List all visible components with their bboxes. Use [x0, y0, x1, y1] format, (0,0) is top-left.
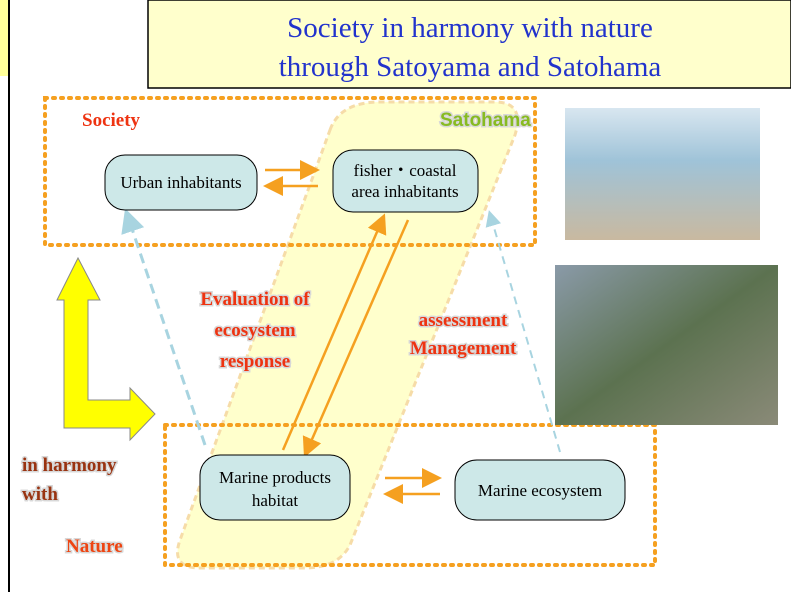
node — [333, 150, 478, 212]
title-line: through Satoyama and Satohama — [279, 51, 662, 83]
aerial-photo — [555, 265, 778, 425]
annotation: ecosystem — [214, 320, 295, 341]
group-label: Society — [82, 110, 141, 131]
annotation: Nature — [66, 536, 123, 557]
annotation: Evaluation of — [200, 289, 310, 310]
node-label: area inhabitants — [351, 182, 458, 201]
annotation: Management — [410, 338, 517, 359]
coast-photo — [565, 108, 760, 240]
node — [200, 455, 350, 520]
node-label: fisher・coastal — [354, 161, 457, 180]
group-label: Satohama — [440, 110, 531, 131]
slide: Society in harmony with nature through S… — [0, 0, 791, 592]
harmony-arrow — [57, 258, 155, 440]
left-strip — [0, 0, 8, 76]
annotation: with — [22, 484, 58, 505]
feedback-arrow — [490, 214, 560, 452]
node-label: Urban inhabitants — [120, 173, 241, 192]
annotation: assessment — [419, 310, 508, 331]
annotation: in harmony — [22, 455, 117, 476]
annotation: response — [220, 351, 290, 372]
node-label: Marine ecosystem — [478, 481, 602, 500]
node-label: Marine products — [219, 468, 331, 487]
title-line: Society in harmony with nature — [287, 12, 653, 44]
node-label: habitat — [252, 491, 299, 510]
